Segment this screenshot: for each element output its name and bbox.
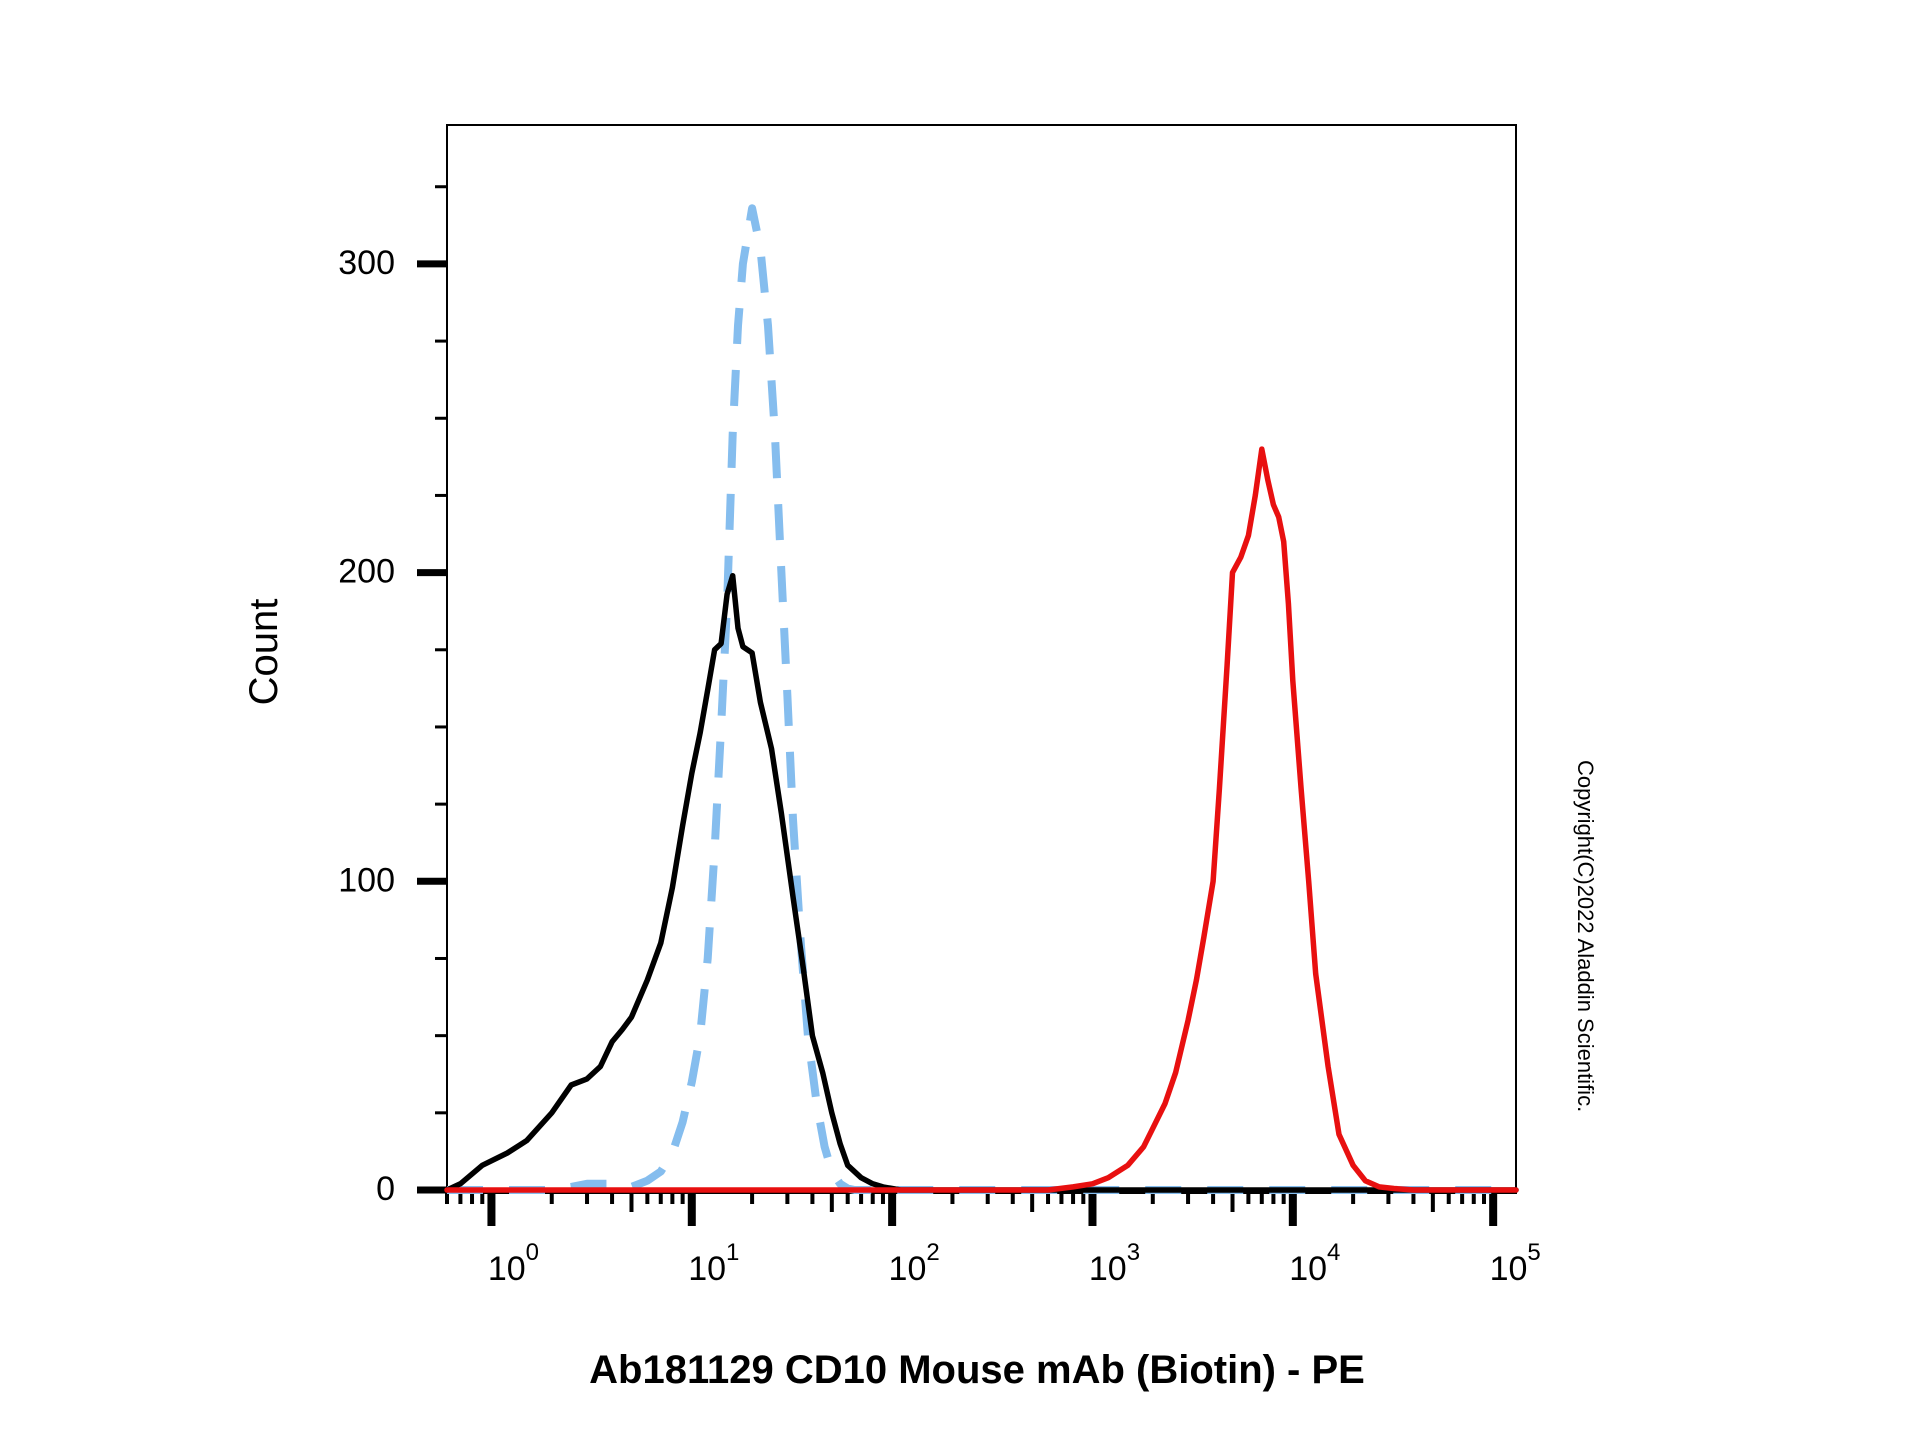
- x-tick-label: 102: [889, 1239, 940, 1288]
- x-tick-label: 101: [688, 1239, 739, 1288]
- y-minor-ticks: [435, 185, 447, 1115]
- series-line-1: [447, 204, 1516, 1194]
- y-major-ticks: [417, 260, 447, 1194]
- x-axis-title: Ab181129 CD10 Mouse mAb (Biotin) - PE: [589, 1348, 1365, 1392]
- plot-frame: [446, 124, 1517, 1194]
- x-tick-label: 103: [1089, 1239, 1140, 1288]
- x-tick-label: 100: [488, 1239, 539, 1288]
- x-tick-label: 104: [1289, 1239, 1340, 1288]
- y-tick-label: 100: [338, 861, 395, 899]
- series-layer: [444, 204, 1519, 1194]
- y-axis-title: Count: [242, 599, 286, 706]
- series-line-0: [444, 572, 1519, 1193]
- series-line-2: [444, 446, 1519, 1193]
- y-tick-labels: 0 100 200 300: [338, 244, 395, 1208]
- x-tick-label: 105: [1490, 1239, 1541, 1288]
- x-tick-labels: 100 101 102 103 104 105: [488, 1239, 1541, 1288]
- y-tick-label: 0: [376, 1170, 395, 1208]
- y-tick-label: 300: [338, 244, 395, 282]
- y-tick-label: 200: [338, 553, 395, 591]
- x-ticks: [445, 1190, 1498, 1226]
- copyright-annotation: Copyright(C)2022 Aladdin Scientific.: [1573, 760, 1598, 1112]
